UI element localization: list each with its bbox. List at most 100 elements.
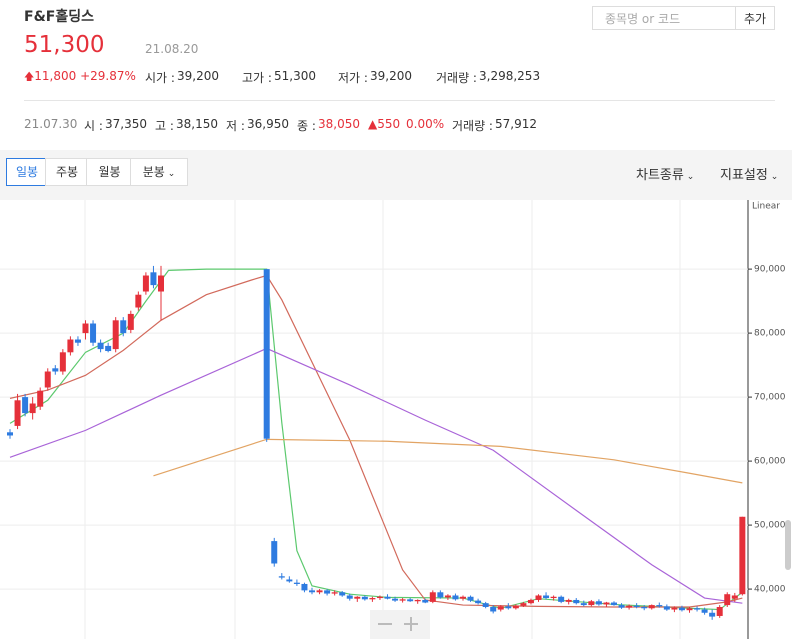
candle-body bbox=[414, 599, 421, 602]
add-button[interactable]: 추가 bbox=[735, 6, 775, 30]
candle-body bbox=[44, 371, 51, 388]
tab[interactable]: 월봉 bbox=[86, 158, 133, 186]
candle-body bbox=[490, 607, 497, 612]
candle-body bbox=[550, 596, 557, 599]
scrollbar[interactable] bbox=[785, 520, 791, 570]
scale-label: Linear bbox=[752, 202, 780, 212]
candle-body bbox=[278, 576, 285, 578]
candle-body bbox=[694, 608, 701, 610]
caret: ⌄ bbox=[767, 172, 779, 182]
candle-body bbox=[14, 400, 21, 426]
candle-body bbox=[97, 342, 104, 350]
candle-body bbox=[603, 602, 610, 605]
prev-volume-label: 거래량 : bbox=[452, 119, 493, 133]
stat-label: 저가 : bbox=[338, 71, 368, 85]
y-tick-label: 90,000 bbox=[754, 265, 786, 275]
candle-body bbox=[701, 609, 708, 613]
candle-body bbox=[263, 269, 270, 439]
stat-value: 39,200 bbox=[370, 69, 412, 83]
candle-body bbox=[724, 594, 731, 606]
candle-body bbox=[739, 516, 746, 595]
candle-body bbox=[475, 600, 482, 604]
prev-value: 37,350 bbox=[105, 117, 147, 131]
tab[interactable]: 분봉 ⌄ bbox=[130, 158, 188, 186]
candle-body bbox=[716, 607, 723, 616]
candle-body bbox=[588, 601, 595, 606]
candle-body bbox=[505, 606, 512, 609]
prev-value: 36,950 bbox=[247, 117, 289, 131]
prev-label: 고 : bbox=[155, 119, 174, 133]
candle-body bbox=[633, 605, 640, 608]
candle-body bbox=[369, 598, 376, 600]
search-input[interactable]: 종목명 or 코드 bbox=[592, 6, 736, 30]
stat-label: 고가 : bbox=[242, 71, 272, 85]
candle-body bbox=[460, 596, 466, 599]
candle-body bbox=[565, 599, 572, 602]
candle-body bbox=[158, 275, 164, 292]
candle-body bbox=[142, 275, 149, 292]
stat-label: 거래량 : bbox=[436, 71, 477, 85]
change: 🡅11,800 +29.87% bbox=[24, 69, 136, 87]
stat-value: 3,298,253 bbox=[479, 69, 541, 83]
candle-body bbox=[452, 595, 459, 600]
candle-body bbox=[120, 320, 127, 334]
candle-body bbox=[429, 592, 436, 602]
candle-body bbox=[422, 599, 429, 603]
candle-body bbox=[444, 595, 451, 598]
candle-body bbox=[641, 607, 648, 609]
stat-value: 51,300 bbox=[274, 69, 316, 83]
candle-body bbox=[52, 368, 59, 372]
y-tick-label: 80,000 bbox=[754, 329, 786, 339]
prev-change: ▲550 bbox=[368, 117, 401, 131]
tab[interactable]: 주봉 bbox=[45, 158, 89, 186]
candle-body bbox=[309, 590, 315, 593]
stat-value: 39,200 bbox=[177, 69, 219, 83]
dropdown[interactable]: 차트종류 ⌄ bbox=[636, 168, 695, 183]
dropdown[interactable]: 지표설정 ⌄ bbox=[720, 168, 779, 183]
prev-label: 저 : bbox=[226, 119, 245, 133]
candle-body bbox=[324, 590, 331, 594]
candle-body bbox=[29, 403, 36, 414]
prev-value: 38,050 bbox=[318, 117, 360, 131]
candle-body bbox=[354, 596, 361, 599]
candle-body bbox=[90, 323, 97, 343]
candle-body bbox=[82, 323, 89, 334]
candle-body bbox=[535, 595, 542, 600]
caret: ⌄ bbox=[164, 169, 176, 179]
candle-body bbox=[648, 605, 655, 609]
candle-body bbox=[497, 606, 504, 610]
candle-body bbox=[150, 272, 157, 286]
prev-date: 21.07.30 bbox=[24, 117, 78, 131]
candle-body bbox=[135, 294, 142, 308]
candle-body bbox=[686, 608, 693, 611]
y-tick-label: 60,000 bbox=[754, 457, 786, 467]
candle-body bbox=[558, 596, 565, 602]
candle-body bbox=[482, 603, 489, 608]
candle-body bbox=[671, 607, 678, 610]
y-tick-label: 50,000 bbox=[754, 521, 786, 531]
candle-body bbox=[37, 390, 44, 407]
candle-body bbox=[731, 595, 738, 599]
prev-change-pct: 0.00% bbox=[406, 117, 445, 131]
candle-body bbox=[678, 607, 685, 611]
candle-body bbox=[286, 579, 293, 582]
tab[interactable]: 일봉 bbox=[6, 158, 48, 186]
divider bbox=[24, 100, 775, 101]
zoom-icons bbox=[378, 617, 418, 631]
candle-body bbox=[663, 606, 670, 610]
candle-body bbox=[595, 601, 602, 605]
candle-body bbox=[376, 596, 383, 599]
moving-average bbox=[9, 347, 743, 604]
candle-body bbox=[331, 592, 338, 594]
candle-body bbox=[7, 432, 13, 436]
moving-average bbox=[9, 268, 743, 611]
date: 21.08.20 bbox=[145, 42, 199, 56]
change-value: 11,800 bbox=[34, 69, 77, 83]
candle-body bbox=[543, 595, 550, 599]
candle-body bbox=[573, 599, 580, 604]
candle-body bbox=[112, 320, 119, 350]
y-tick-label: 40,000 bbox=[754, 585, 786, 595]
candle-body bbox=[67, 339, 74, 353]
candle-body bbox=[301, 583, 308, 591]
